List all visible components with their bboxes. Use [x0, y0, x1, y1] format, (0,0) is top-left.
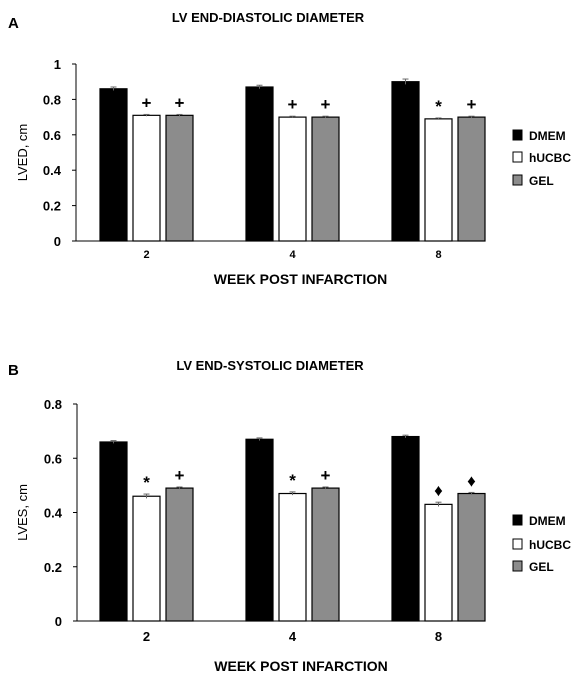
chart-b-significance-marker-hucbc-week-4: * — [289, 471, 296, 490]
chart-b-y-tick-label-2: 0.4 — [44, 506, 63, 521]
chart-b-significance-marker-gel-week-2: + — [175, 466, 185, 485]
chart-a-y-tick-label-5: 1 — [54, 57, 61, 72]
chart-b-legend-label-hucbc: hUCBC — [529, 538, 571, 552]
chart-a-bar-gel-week-8 — [457, 116, 486, 242]
chart-a-legend-swatch-hucbc — [512, 151, 523, 163]
chart-a-bar-hucbc-week-8 — [424, 118, 453, 242]
chart-b-bar-hucbc-week-4 — [278, 492, 307, 622]
chart-a-bar-dmem-week-8 — [391, 81, 420, 242]
chart-a-significance-marker-gel-week-8: + — [467, 95, 477, 114]
chart-b-y-axis-title: LVES, cm — [15, 484, 30, 541]
chart-a-bar-hucbc-week-2 — [132, 114, 161, 242]
chart-a-y-tick-label-0: 0 — [54, 234, 61, 249]
chart-b-significance-marker-hucbc-week-8: ♦ — [434, 481, 443, 500]
chart-a-bar-dmem-week-4 — [245, 86, 274, 242]
chart-b-legend-swatch-dmem — [512, 514, 523, 526]
chart-b-bar-dmem-week-4 — [245, 438, 274, 622]
chart-b-x-tick-label-4: 4 — [289, 629, 297, 644]
chart-b-y-tick-label-0: 0 — [55, 614, 62, 629]
chart-b-legend-swatch-gel — [512, 560, 523, 572]
chart-b-significance-marker-gel-week-8: ♦ — [467, 471, 476, 490]
chart-a-y-axis-title: LVED, cm — [15, 124, 30, 182]
chart-a-bar-gel-week-2 — [165, 114, 194, 242]
chart-a-y-tick-label-3: 0.6 — [43, 128, 61, 143]
chart-b-bar-hucbc-week-2 — [132, 495, 161, 622]
chart-a-bar-hucbc-week-4 — [278, 116, 307, 242]
chart-b-bar-hucbc-week-8 — [424, 503, 453, 622]
chart-a-y-tick-label-2: 0.4 — [43, 163, 62, 178]
chart-b-title: LV END-SYSTOLIC DIAMETER — [176, 358, 364, 373]
chart-a-legend-label-dmem: DMEM — [529, 129, 566, 143]
chart-b-x-axis-title: WEEK POST INFARCTION — [214, 658, 387, 674]
chart-b-bar-gel-week-8 — [457, 492, 486, 622]
chart-b-panel-letter: B — [8, 362, 19, 379]
chart-a-significance-marker-hucbc-week-2: + — [142, 93, 152, 112]
chart-b-legend-label-dmem: DMEM — [529, 514, 566, 528]
chart-b-x-tick-label-8: 8 — [435, 629, 442, 644]
chart-a-title: LV END-DIASTOLIC DIAMETER — [172, 10, 365, 25]
chart-a-legend-label-hucbc: hUCBC — [529, 151, 571, 165]
chart-a-legend-label-gel: GEL — [529, 174, 554, 188]
chart-b-bar-gel-week-4 — [311, 487, 340, 622]
chart-a-x-axis-title: WEEK POST INFARCTION — [214, 271, 387, 287]
chart-b-legend-label-gel: GEL — [529, 560, 554, 574]
chart-a-legend-swatch-gel — [512, 174, 523, 186]
chart-b-y-tick-label-1: 0.2 — [44, 560, 62, 575]
chart-a-y-tick-label-1: 0.2 — [43, 199, 61, 214]
chart-b-significance-marker-hucbc-week-2: * — [143, 473, 150, 492]
chart-b-bar-dmem-week-8 — [391, 435, 420, 622]
chart-a-significance-marker-gel-week-2: + — [175, 93, 185, 112]
chart-a-bar-dmem-week-2 — [99, 88, 128, 242]
chart-b-bar-gel-week-2 — [165, 487, 194, 622]
chart-a-legend-swatch-dmem — [512, 129, 523, 141]
chart-b-significance-marker-gel-week-4: + — [321, 466, 331, 485]
chart-b-y-tick-label-4: 0.8 — [44, 397, 62, 412]
chart-a-significance-marker-hucbc-week-4: + — [288, 95, 298, 114]
chart-a-x-tick-label-4: 4 — [289, 249, 296, 261]
chart-b-legend-swatch-hucbc — [512, 538, 523, 550]
chart-a-x-tick-label-2: 2 — [143, 249, 149, 261]
chart-a-panel-letter: A — [8, 15, 19, 32]
chart-a-x-tick-label-8: 8 — [435, 249, 441, 261]
chart-b-y-tick-label-3: 0.6 — [44, 451, 62, 466]
chart-a-y-tick-label-4: 0.8 — [43, 92, 61, 107]
chart-a-significance-marker-gel-week-4: + — [321, 95, 331, 114]
chart-b-bar-dmem-week-2 — [99, 441, 128, 622]
chart-a-significance-marker-hucbc-week-8: * — [435, 97, 442, 116]
chart-a-bar-gel-week-4 — [311, 116, 340, 242]
chart-b-x-tick-label-2: 2 — [143, 629, 150, 644]
